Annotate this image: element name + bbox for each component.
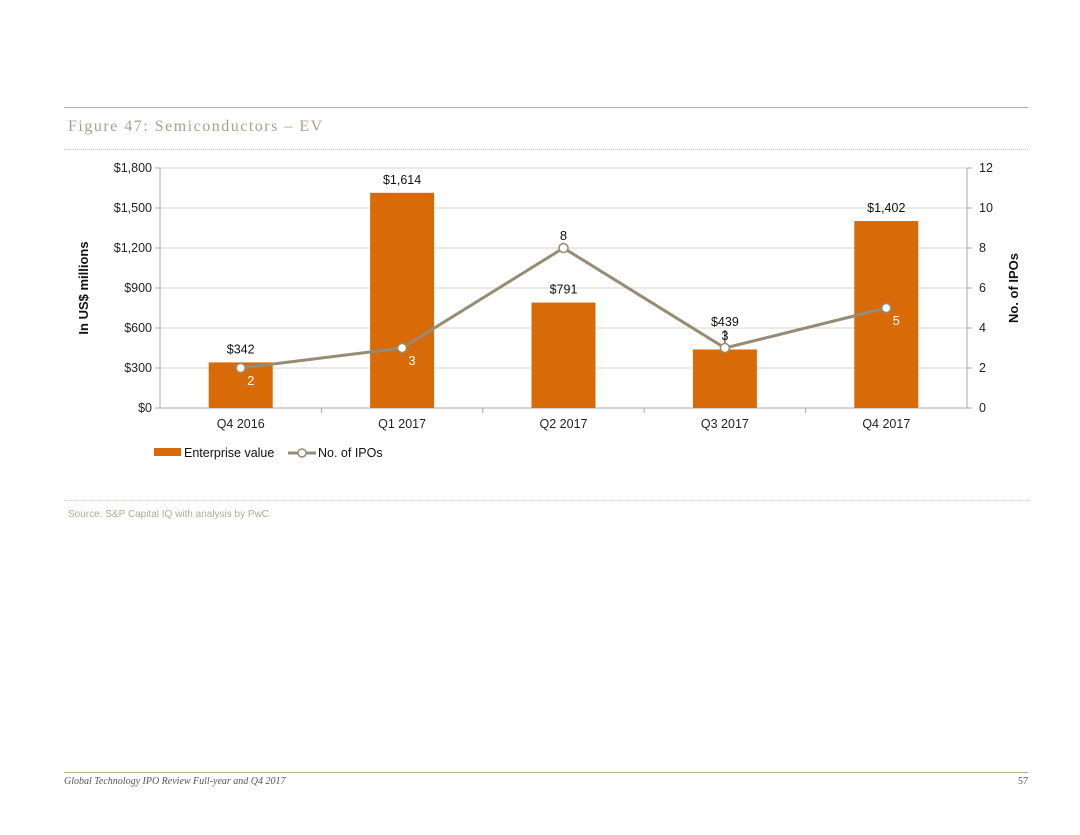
ipo-marker [558, 242, 569, 254]
bar [531, 302, 596, 408]
source-divider [64, 500, 1028, 501]
y-tick-label: $300 [124, 361, 152, 375]
y2-tick-label: 10 [979, 201, 993, 215]
x-tick-label: Q1 2017 [378, 417, 426, 431]
ipo-marker [719, 342, 731, 354]
source-note: Source: S&P Capital IQ with analysis by … [68, 509, 270, 520]
ipo-marker [396, 342, 408, 354]
bar-value-label: $1,614 [383, 173, 421, 187]
x-tick-label: Q3 2017 [701, 417, 749, 431]
ipo-count-label: 8 [560, 228, 567, 243]
ipo-count-label: 3 [721, 328, 728, 343]
y2-tick-label: 6 [979, 281, 986, 295]
ipo-marker [881, 302, 892, 314]
y-tick-label: $1,200 [114, 241, 152, 255]
y2-tick-label: 2 [979, 361, 986, 375]
bar [370, 192, 435, 408]
y-tick-label: $900 [124, 281, 152, 295]
bar-value-label: $1,402 [867, 201, 905, 215]
y2-tick-label: 12 [979, 161, 993, 175]
y-axis-title: In US$ millions [76, 241, 91, 334]
bar [692, 349, 757, 408]
y-tick-label: $0 [138, 401, 152, 415]
y2-tick-label: 4 [979, 321, 986, 335]
y2-tick-label: 0 [979, 401, 986, 415]
x-tick-label: Q4 2017 [862, 417, 910, 431]
title-divider [64, 149, 1028, 150]
bar-value-label: $342 [227, 342, 255, 356]
legend-swatch-marker [297, 448, 307, 458]
legend-label-line: No. of IPOs [318, 446, 383, 460]
y2-axis-title: No. of IPOs [1006, 253, 1021, 323]
y-tick-label: $600 [124, 321, 152, 335]
footer-doc-title: Global Technology IPO Review Full-year a… [64, 776, 286, 787]
ipo-marker [235, 362, 246, 374]
footer-rule [64, 772, 1028, 773]
figure-title: Figure 47: Semiconductors – EV [68, 118, 324, 135]
bar-value-label: $439 [711, 315, 739, 329]
x-tick-label: Q4 2016 [217, 417, 265, 431]
x-tick-label: Q2 2017 [540, 417, 588, 431]
page-number: 57 [1018, 776, 1028, 787]
legend-label-bar: Enterprise value [184, 446, 274, 460]
legend-swatch-bar [154, 448, 181, 456]
y-tick-label: $1,800 [114, 161, 152, 175]
bar-value-label: $791 [550, 283, 578, 297]
ipo-count-label: 2 [247, 373, 254, 388]
y-tick-label: $1,500 [114, 201, 152, 215]
y2-tick-label: 8 [979, 241, 986, 255]
top-rule [64, 107, 1028, 108]
ipo-count-label: 3 [408, 353, 415, 368]
combo-chart: $0 $300 $600 $900 $1,200 $1,500 $1,800 0 2 4 6 8 10 1… [76, 161, 1021, 460]
ipo-count-label: 5 [893, 313, 900, 328]
